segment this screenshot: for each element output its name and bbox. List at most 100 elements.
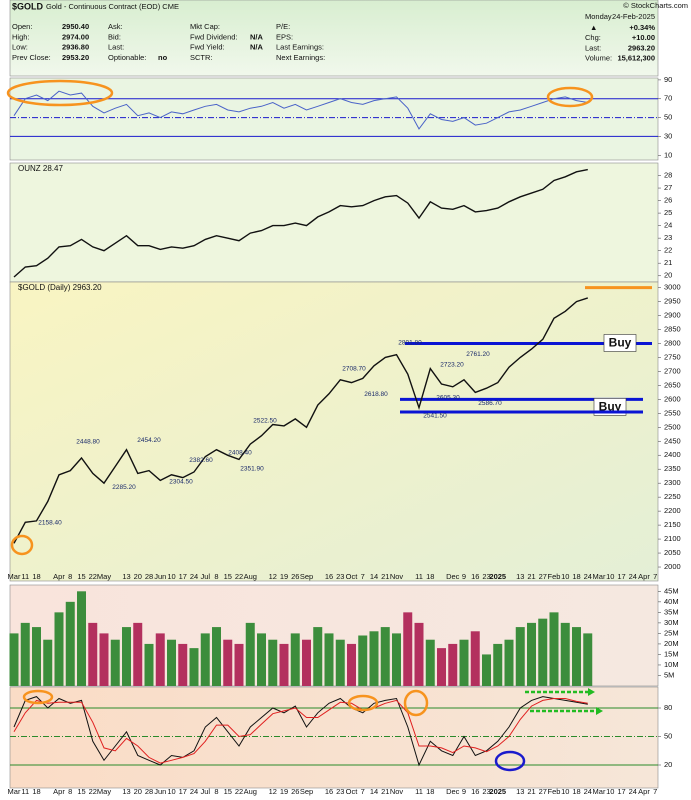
x-tick-label: 20 [134, 787, 142, 796]
x-tick-label: Mar [8, 572, 21, 581]
highlight [6, 79, 114, 107]
x-tick-label: Feb [548, 787, 561, 796]
bar [335, 639, 345, 686]
bar [9, 633, 19, 686]
field-label: Chg: [585, 33, 601, 42]
x-tick-label: 13 [516, 787, 524, 796]
y-tick-label: 90 [664, 75, 672, 84]
subtitle: Gold - Continuous Contract (EOD) CME [46, 2, 179, 11]
bar [515, 627, 525, 686]
x-tick-label: Mar [8, 787, 21, 796]
x-tick-label: 16 [471, 787, 479, 796]
x-tick-label: 15 [77, 572, 85, 581]
y-tick-label: 27 [664, 183, 672, 192]
field-value: 2953.20 [62, 53, 89, 62]
x-tick-label: 16 [325, 572, 333, 581]
price-annotation: 2723.20 [440, 362, 464, 369]
price-annotation: 2408.40 [228, 450, 252, 457]
y-tick-label: 2500 [664, 422, 681, 431]
price-annotation: 2605.30 [436, 395, 460, 402]
field-label: Last: [585, 43, 601, 52]
panel-bg [9, 162, 659, 283]
x-tick-label: 18 [426, 787, 434, 796]
panel-label: $GOLD (Daily) 2963.20 [18, 283, 102, 292]
x-tick-label: 10 [561, 572, 569, 581]
field-value: no [158, 53, 168, 62]
bar [212, 627, 221, 686]
x-tick-label: 19 [280, 572, 288, 581]
bar [110, 639, 120, 686]
y-tick-label: 15M [664, 649, 679, 658]
x-tick-label: 18 [32, 787, 40, 796]
date: 24-Feb-2025 [612, 12, 655, 21]
x-tick-label: 28 [145, 572, 153, 581]
x-tick-label: Nov [390, 572, 404, 581]
y-tick-label: 45M [664, 586, 679, 595]
x-tick-label: 11 [21, 572, 29, 581]
y-tick-label: 30M [664, 618, 679, 627]
y-tick-label: 2650 [664, 380, 681, 389]
x-tick-label: 18 [572, 787, 580, 796]
y-tick-label: 28 [664, 171, 672, 180]
x-tick-label: 23 [336, 572, 344, 581]
x-tick-label: 22 [235, 572, 243, 581]
price-annotation: 2454.20 [137, 437, 161, 444]
highlight [403, 689, 429, 717]
arrow-head [588, 688, 595, 696]
y-tick-label: 2350 [664, 464, 681, 473]
y-tick-label: 20 [664, 271, 672, 280]
bar [493, 643, 503, 686]
field-label: Fwd Yield: [190, 43, 225, 52]
x-tick-label: 22 [89, 787, 97, 796]
bar [347, 643, 356, 686]
bar [290, 633, 300, 686]
x-tick-label: Sep [300, 787, 313, 796]
y-tick-label: 5M [664, 670, 674, 679]
bar [369, 631, 379, 686]
y-tick-label: 2050 [664, 548, 681, 557]
bar [572, 627, 581, 686]
y-tick-label: 25 [664, 208, 672, 217]
x-tick-label: Oct [346, 572, 359, 581]
bar [155, 633, 165, 686]
bar [245, 622, 255, 686]
y-tick-label: 2950 [664, 297, 681, 306]
bar [392, 633, 401, 686]
x-tick-label: 15 [224, 572, 232, 581]
bar [223, 639, 233, 686]
x-tick-label: 18 [426, 572, 434, 581]
x-tick-label: Aug [244, 572, 257, 581]
bar [583, 633, 593, 686]
x-tick-label: Sep [300, 572, 313, 581]
y-tick-label: 26 [664, 196, 672, 205]
x-tick-label: 7 [653, 787, 657, 796]
bar [358, 635, 368, 686]
x-tick-label: 17 [179, 572, 187, 581]
x-tick-label: Apr [53, 572, 65, 581]
field-label: Prev Close: [12, 53, 51, 62]
x-tick-label: 9 [462, 787, 466, 796]
x-tick-label: 24 [190, 572, 198, 581]
bar [459, 639, 469, 686]
bar [380, 627, 390, 686]
x-tick-label: 26 [291, 787, 299, 796]
x-tick-label: 7 [361, 572, 365, 581]
y-tick-label: 50 [664, 731, 672, 740]
header-panel [9, 0, 659, 77]
field-label: P/E: [276, 22, 290, 31]
series-line [13, 168, 588, 278]
y-tick-label: 23 [664, 233, 672, 242]
x-tick-label: 24 [584, 787, 592, 796]
price-annotation: 2382.60 [189, 457, 213, 464]
y-tick-label: 2600 [664, 394, 681, 403]
price-annotation: 2351.90 [240, 465, 264, 472]
bar [482, 654, 491, 686]
price-annotation: 2586.70 [478, 400, 502, 407]
bar [99, 633, 109, 686]
y-tick-label: 50 [664, 113, 672, 122]
field-value: +10.00 [632, 33, 655, 42]
x-tick-label: May [97, 572, 111, 581]
bar [54, 612, 64, 686]
y-tick-label: 3000 [664, 283, 681, 292]
highlight [347, 694, 379, 712]
